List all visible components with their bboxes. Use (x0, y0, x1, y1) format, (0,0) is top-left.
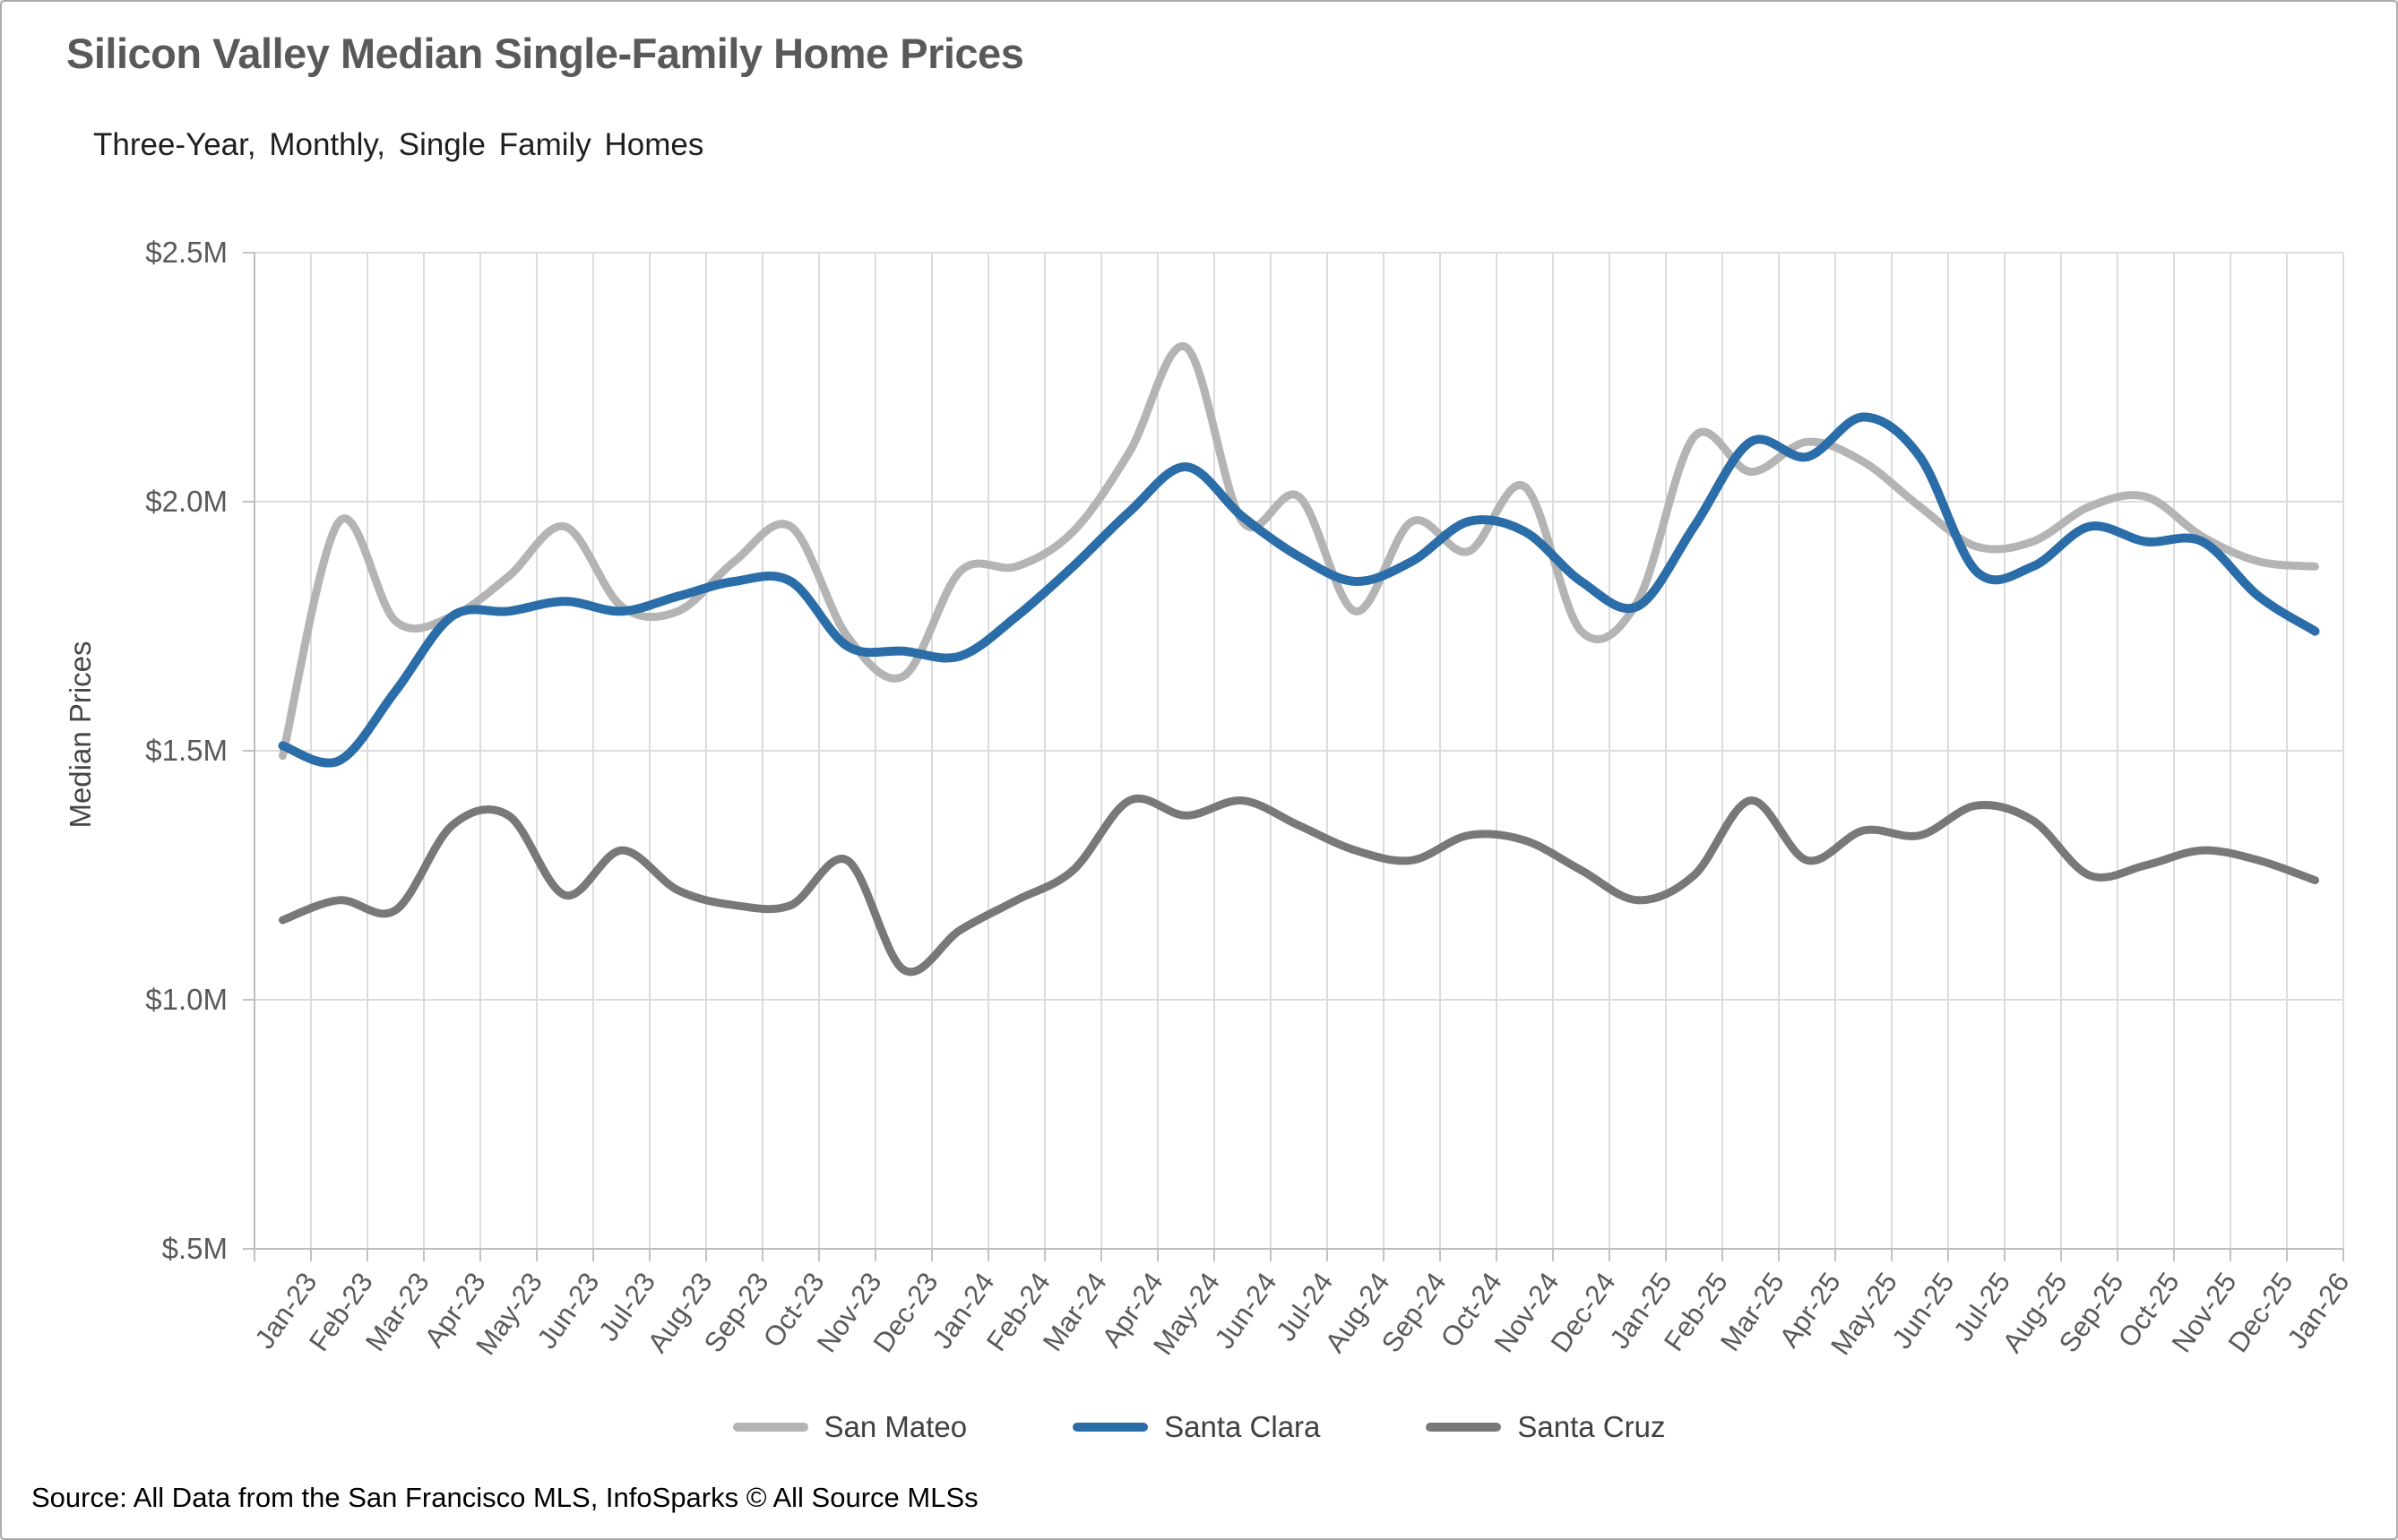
legend-item-santa-cruz: Santa Cruz (1426, 1410, 1665, 1444)
y-axis-label: $1.0M (145, 983, 228, 1016)
y-axis-label: $1.5M (145, 734, 228, 767)
series-line-santa-cruz (279, 794, 2319, 976)
y-axis-label: $.5M (161, 1232, 228, 1265)
legend-swatch-san-mateo (732, 1423, 808, 1432)
legend-label-santa-clara: Santa Clara (1164, 1410, 1321, 1443)
legend-label-san-mateo: San Mateo (824, 1410, 968, 1443)
chart-subtitle: Three-Year, Monthly, Single Family Homes (93, 127, 704, 162)
legend-item-santa-clara: Santa Clara (1073, 1410, 1320, 1444)
chart-title: Silicon Valley Median Single-Family Home… (66, 30, 1024, 77)
legend-item-san-mateo: San Mateo (732, 1410, 968, 1444)
legend: San Mateo Santa Clara Santa Cruz (2, 1410, 2396, 1444)
source-note: Source: All Data from the San Francisco … (31, 1482, 979, 1513)
series-line-santa-clara (278, 412, 2320, 768)
y-axis-label: $2.0M (145, 485, 228, 518)
legend-swatch-santa-cruz (1426, 1423, 1502, 1432)
series-line-san-mateo (279, 341, 2319, 761)
legend-swatch-santa-clara (1073, 1423, 1149, 1432)
legend-label-santa-cruz: Santa Cruz (1517, 1410, 1666, 1443)
y-axis-label: $2.5M (145, 236, 228, 269)
